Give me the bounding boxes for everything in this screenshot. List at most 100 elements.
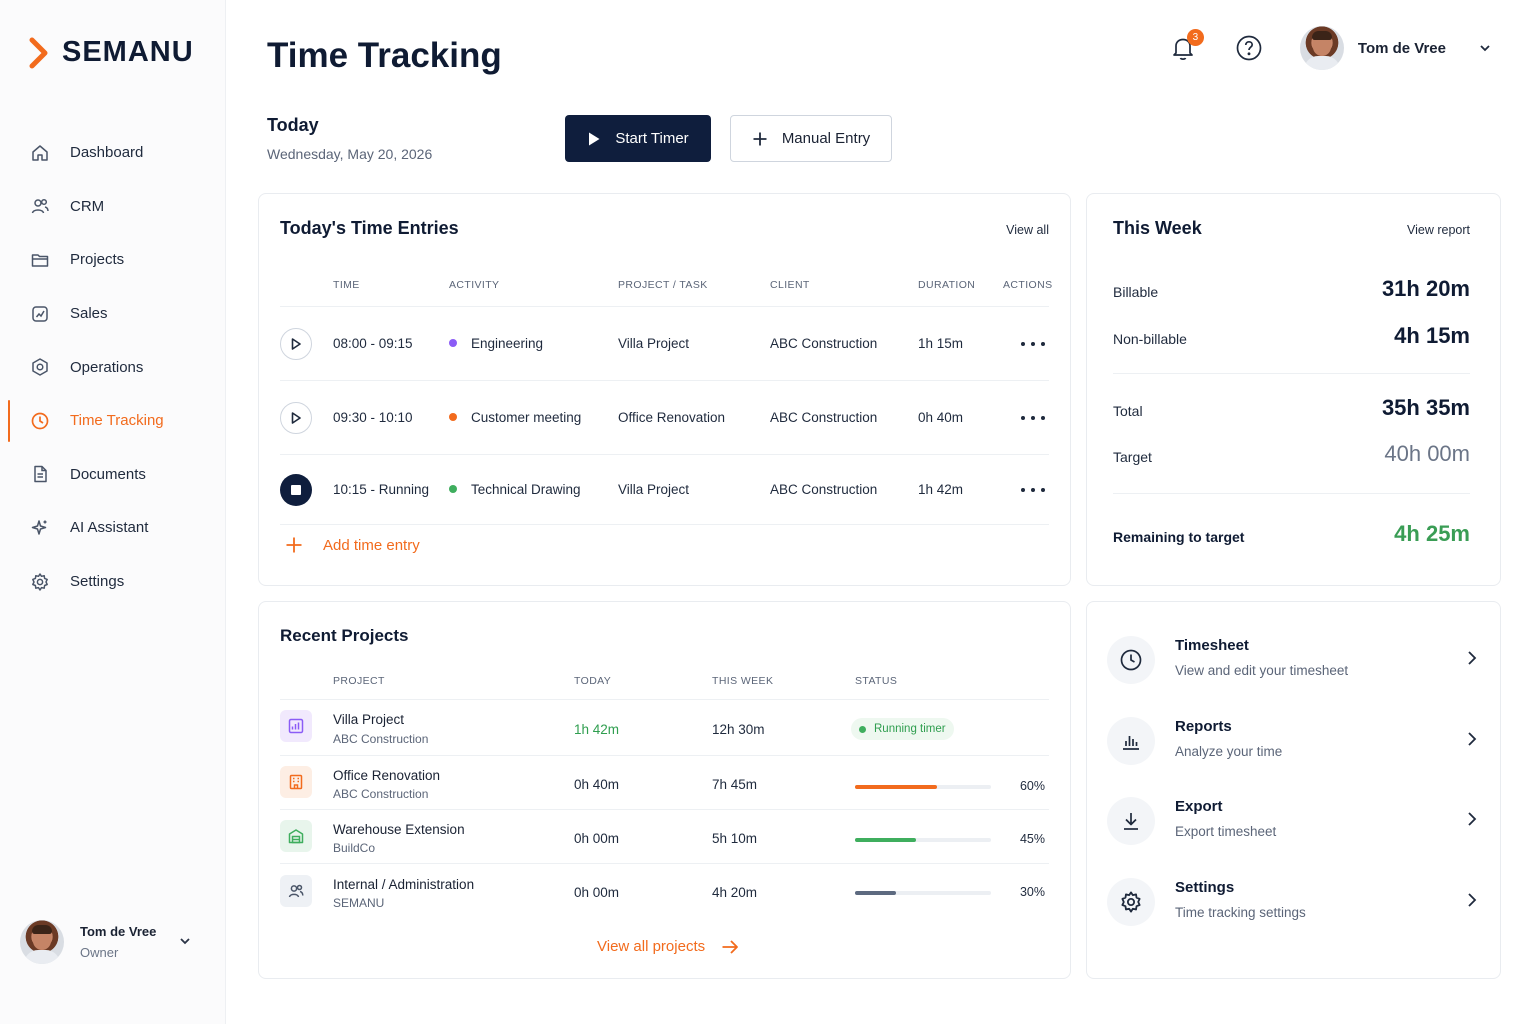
project-name[interactable]: Internal / Administration — [333, 877, 475, 892]
settings-link[interactable]: Settings Time tracking settings — [1107, 871, 1479, 933]
avatar — [20, 920, 64, 964]
entry-activity-label: Engineering — [471, 336, 544, 351]
page-title: Time Tracking — [267, 36, 502, 75]
entry-activity-label: Customer meeting — [471, 410, 582, 425]
entry-client: ABC Construction — [770, 410, 878, 425]
sidebar-user-card[interactable]: Tom de Vree Owner — [20, 916, 200, 968]
notifications-button[interactable]: 3 — [1168, 29, 1204, 63]
entry-duration: 1h 15m — [918, 336, 964, 351]
column-header-duration: DURATION — [918, 279, 976, 291]
sidebar-item-label: Time Tracking — [70, 412, 164, 430]
column-header-project: PROJECT / TASK — [618, 279, 708, 291]
column-header-today: TODAY — [574, 675, 612, 687]
project-client: BuildCo — [333, 841, 376, 855]
billable-label: Billable — [1113, 284, 1159, 300]
entry-activity: Engineering — [449, 336, 543, 351]
project-name[interactable]: Villa Project — [333, 712, 405, 727]
project-week: 4h 20m — [712, 885, 758, 900]
view-all-projects-link[interactable]: View all projects — [597, 938, 739, 955]
bar-chart-icon — [1107, 717, 1155, 765]
project-today: 0h 00m — [574, 831, 620, 846]
plus-icon — [753, 132, 767, 145]
sidebar-item-settings[interactable]: Settings — [0, 555, 225, 609]
chevron-right-icon — [1468, 812, 1477, 826]
header-user-menu[interactable]: Tom de Vree — [1299, 26, 1492, 70]
today-date: Wednesday, May 20, 2026 — [267, 146, 433, 162]
sidebar-item-documents[interactable]: Documents — [0, 448, 225, 502]
entry-project: Villa Project — [618, 336, 690, 351]
play-icon — [291, 412, 301, 424]
activity-dot — [449, 339, 457, 348]
quick-link-title: Reports — [1175, 718, 1232, 735]
project-today: 0h 40m — [574, 777, 620, 792]
sidebar-item-label: Documents — [70, 465, 146, 483]
project-client: SEMANU — [333, 896, 385, 910]
sidebar-item-crm[interactable]: CRM — [0, 180, 225, 234]
sidebar-item-label: CRM — [70, 197, 105, 215]
sparkle-icon — [30, 518, 50, 538]
entry-project: Villa Project — [618, 482, 690, 497]
sidebar-item-operations[interactable]: Operations — [0, 340, 225, 394]
sidebar-user-name: Tom de Vree — [80, 924, 157, 939]
quick-link-subtitle: Analyze your time — [1175, 744, 1283, 759]
sidebar-item-sales[interactable]: Sales — [0, 287, 225, 341]
project-name[interactable]: Office Renovation — [333, 768, 441, 783]
start-timer-button[interactable]: Start Timer — [565, 115, 711, 162]
progress-percent: 30% — [1019, 885, 1045, 899]
logo-text: SEMANU — [62, 36, 194, 68]
quick-link-title: Settings — [1175, 879, 1235, 896]
activity-dot — [449, 413, 457, 422]
reports-link[interactable]: Reports Analyze your time — [1107, 710, 1479, 772]
more-actions-icon[interactable] — [1021, 482, 1045, 498]
more-actions-icon[interactable] — [1021, 410, 1045, 426]
sidebar-item-label: AI Assistant — [70, 519, 149, 537]
column-header-time: TIME — [333, 279, 360, 291]
nonbillable-label: Non-billable — [1113, 331, 1187, 347]
nonbillable-value: 4h 15m — [1394, 323, 1470, 348]
today-block: Today Wednesday, May 20, 2026 — [267, 115, 432, 162]
recent-projects-title: Recent Projects — [280, 626, 409, 645]
sidebar-item-dashboard[interactable]: Dashboard — [0, 126, 225, 180]
sidebar-item-projects[interactable]: Projects — [0, 233, 225, 287]
time-entries-card: Today's Time Entries View all TIME ACTIV… — [258, 193, 1071, 586]
play-icon — [291, 338, 301, 350]
folder-icon — [30, 250, 50, 270]
home-icon — [30, 143, 50, 163]
project-client: ABC Construction — [333, 787, 429, 801]
gear-icon — [30, 572, 50, 592]
manual-entry-button[interactable]: Manual Entry — [730, 115, 892, 162]
column-header-status: STATUS — [855, 675, 898, 687]
target-label: Target — [1113, 449, 1152, 465]
sales-icon — [30, 304, 50, 324]
stop-entry-button[interactable] — [280, 474, 312, 506]
sidebar-user-role: Owner — [80, 945, 119, 960]
total-label: Total — [1113, 403, 1143, 419]
sidebar-item-ai-assistant[interactable]: AI Assistant — [0, 501, 225, 555]
logo[interactable]: SEMANU — [28, 36, 194, 69]
column-header-activity: ACTIVITY — [449, 279, 500, 291]
quick-links-card: Timesheet View and edit your timesheet R… — [1086, 601, 1501, 979]
progress-percent: 60% — [1019, 779, 1045, 793]
view-all-entries-link[interactable]: View all — [1006, 223, 1049, 237]
status-badge: Running timer — [851, 718, 954, 740]
help-button[interactable] — [1234, 33, 1264, 63]
chevron-logo-icon — [29, 37, 48, 68]
play-entry-button[interactable] — [280, 328, 312, 360]
project-name[interactable]: Warehouse Extension — [333, 822, 465, 837]
arrow-right-icon — [722, 939, 739, 954]
running-dot — [859, 725, 866, 733]
target-value: 40h 00m — [1384, 441, 1470, 466]
hexagon-gear-icon — [30, 357, 50, 377]
entry-time: 08:00 - 09:15 — [333, 336, 413, 351]
timesheet-link[interactable]: Timesheet View and edit your timesheet — [1107, 629, 1479, 691]
quick-link-title: Export — [1175, 798, 1223, 815]
play-entry-button[interactable] — [280, 402, 312, 434]
entry-time: 10:15 - Running — [333, 482, 430, 497]
view-report-link[interactable]: View report — [1407, 223, 1470, 237]
chevron-down-icon — [180, 938, 190, 945]
sidebar-item-time-tracking[interactable]: Time Tracking — [0, 394, 225, 448]
export-link[interactable]: Export Export timesheet — [1107, 790, 1479, 852]
status-label: Running timer — [874, 723, 946, 735]
more-actions-icon[interactable] — [1021, 336, 1045, 352]
add-time-entry-button[interactable]: Add time entry — [285, 536, 420, 554]
